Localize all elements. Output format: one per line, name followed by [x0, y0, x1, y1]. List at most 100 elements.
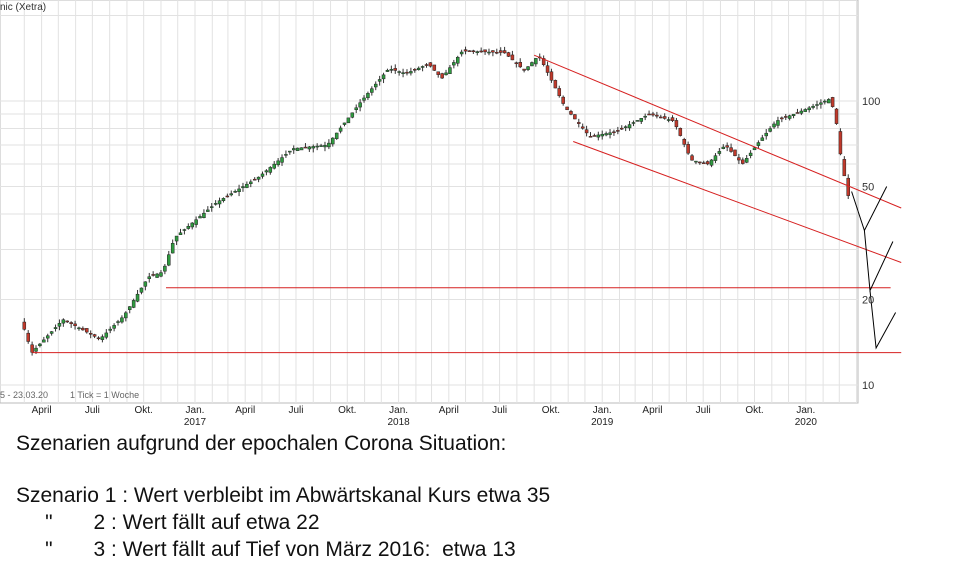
candle-down: [502, 50, 507, 54]
candle-up: [346, 117, 351, 124]
candle-up: [139, 287, 144, 293]
candle-up: [170, 243, 175, 254]
candle-up: [135, 293, 140, 302]
candle-down: [522, 68, 526, 71]
candle-down: [682, 139, 686, 145]
candle-up: [182, 229, 187, 231]
candle-up: [295, 147, 300, 151]
candle-up: [358, 102, 362, 108]
candle-down: [65, 320, 70, 323]
x-tick-label: Jan.: [389, 405, 408, 416]
candle-up: [221, 198, 226, 201]
candle-down: [432, 64, 437, 71]
candle-down: [463, 49, 468, 52]
candle-up: [389, 69, 394, 71]
candle-up: [288, 150, 292, 153]
candle-up: [600, 133, 604, 137]
candle-up: [307, 146, 312, 150]
candle-down: [705, 161, 710, 165]
candle-up: [631, 122, 636, 124]
candle-up: [61, 319, 66, 324]
candle-up: [194, 219, 198, 225]
candle-up: [57, 323, 62, 327]
candle-up: [209, 206, 214, 208]
y-tick-label: 100: [862, 96, 880, 108]
candle-up: [311, 146, 316, 149]
candle-down: [592, 135, 597, 137]
x-tick-label: April: [235, 405, 255, 416]
candle-down: [428, 62, 433, 67]
candle-down: [573, 114, 577, 120]
candle-down: [510, 54, 515, 61]
candle-up: [268, 167, 273, 173]
candle-up: [381, 74, 386, 80]
candle-up: [116, 321, 120, 323]
candlestick-series: [22, 46, 850, 356]
candle-up: [377, 79, 382, 82]
candle-up: [444, 72, 448, 76]
candle-up: [178, 232, 183, 235]
candle-down: [580, 126, 585, 129]
chart-grid: [0, 0, 859, 404]
candle-up: [202, 212, 206, 218]
candle-up: [42, 339, 46, 343]
candle-up: [709, 159, 714, 166]
candle-down: [436, 71, 440, 75]
x-tick-label: Juli: [288, 405, 303, 416]
candle-up: [748, 152, 753, 156]
candle-up: [530, 62, 534, 67]
candle-down: [506, 52, 511, 57]
scenario-2-path: [863, 230, 894, 293]
candle-up: [803, 109, 808, 112]
candle-down: [701, 162, 706, 164]
trend-lines: [32, 54, 902, 354]
x-tick-label: April: [439, 405, 459, 416]
candle-down: [662, 116, 667, 119]
candle-up: [811, 105, 815, 108]
candle-up: [452, 62, 456, 66]
candle-up: [112, 325, 116, 329]
candle-up: [49, 331, 54, 334]
candle-up: [174, 235, 179, 242]
candle-up: [327, 142, 331, 148]
candle-up: [45, 335, 50, 339]
candle-down: [553, 80, 558, 89]
candle-up: [245, 183, 249, 188]
candle-up: [143, 281, 148, 287]
candle-up: [768, 128, 772, 132]
candle-up: [487, 51, 491, 54]
candle-down: [413, 69, 417, 71]
candle-up: [623, 126, 628, 128]
plot-area: [0, 0, 859, 404]
candle-up: [713, 155, 718, 161]
candle-up: [217, 200, 222, 205]
candle-up: [639, 118, 644, 122]
candle-down: [252, 178, 257, 181]
candle-up: [249, 181, 253, 184]
chart-title: nic (Xetra): [0, 2, 46, 13]
candle-up: [233, 191, 237, 193]
candle-up: [475, 51, 480, 53]
candle-down: [569, 111, 573, 115]
candle-up: [338, 127, 343, 132]
candle-down: [424, 64, 429, 66]
candle-up: [350, 112, 355, 118]
x-year-label: 2019: [591, 417, 614, 428]
candle-down: [584, 129, 589, 134]
candle-down: [92, 334, 97, 337]
candle-down: [22, 321, 27, 330]
candle-down: [612, 131, 616, 134]
candle-up: [366, 93, 370, 99]
channel-bottom-line: [573, 141, 902, 263]
period-label: 5 - 23.03.20: [0, 390, 48, 400]
candle-down: [655, 114, 659, 117]
candle-down: [619, 127, 624, 130]
candle-up: [163, 265, 167, 272]
candle-up: [280, 157, 284, 163]
candle-up: [299, 147, 304, 151]
candle-up: [760, 137, 765, 141]
candle-down: [686, 144, 690, 154]
x-tick-label: Jan.: [593, 405, 612, 416]
